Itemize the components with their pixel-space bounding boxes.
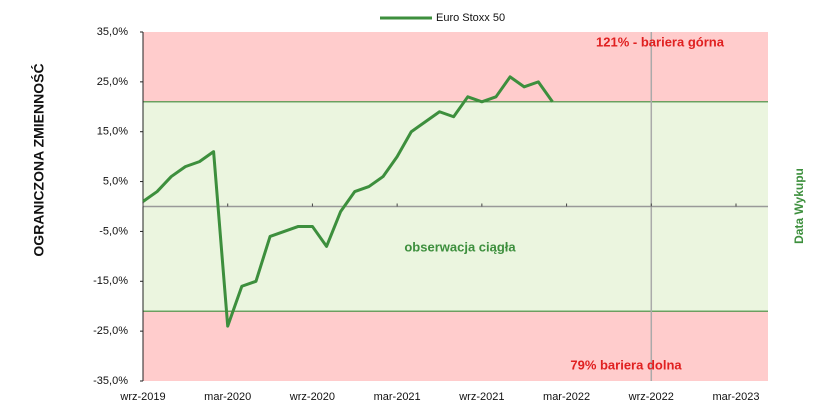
x-tick-label: wrz-2020 [289, 391, 335, 403]
x-tick-label: mar-2022 [543, 391, 590, 403]
x-tick-label: mar-2023 [712, 391, 759, 403]
legend-label: Euro Stoxx 50 [436, 12, 505, 24]
x-tick-label: mar-2020 [204, 391, 251, 403]
x-tick-label: mar-2021 [374, 391, 421, 403]
y-tick-label: -35,0% [93, 375, 128, 387]
y-tick-label: 35,0% [97, 26, 128, 38]
series-line [142, 75, 554, 328]
lower-annotation: 79% bariera dolna [570, 357, 682, 372]
x-tick-label: wrz-2022 [628, 391, 674, 403]
maturity-label: Data Wykupu [792, 168, 806, 244]
y-axis-label: OGRANICZONA ZMIENNOŚĆ [30, 63, 47, 256]
y-tick-label: 25,0% [97, 76, 128, 88]
upper-annotation: 121% - bariera górna [596, 34, 725, 49]
y-tick-label: -5,0% [99, 225, 128, 237]
y-tick-label: 5,0% [103, 175, 128, 187]
y-tick-label: 15,0% [97, 126, 128, 138]
x-tick-label: wrz-2019 [119, 391, 165, 403]
y-tick-label: -25,0% [93, 325, 128, 337]
lower-zone [143, 311, 768, 381]
x-tick-label: wrz-2021 [458, 391, 504, 403]
y-tick-label: -15,0% [93, 275, 128, 287]
middle-annotation: obserwacja ciągła [404, 239, 516, 254]
upper-zone [143, 32, 768, 102]
